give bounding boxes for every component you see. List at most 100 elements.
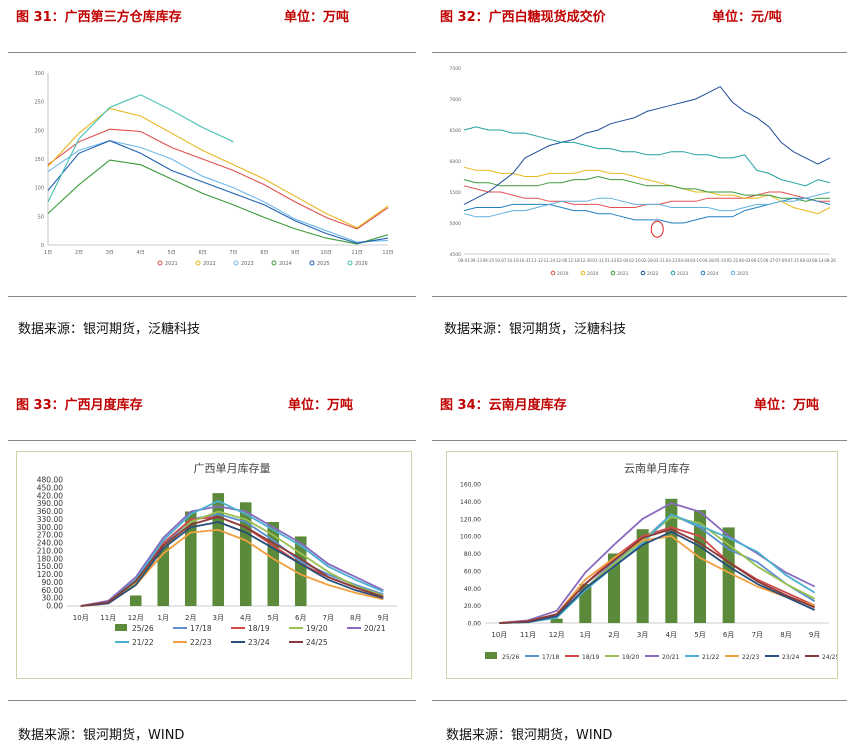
y-tick-label: 240.00 xyxy=(37,539,63,548)
x-tick-label: 12日 xyxy=(382,250,393,256)
x-tick-label: 5月 xyxy=(694,631,705,639)
legend-label-2022: 2022 xyxy=(203,261,216,267)
x-tick-label: 7日 xyxy=(229,250,237,256)
x-tick-label: 10月 xyxy=(491,631,507,639)
legend-label-19/20: 19/20 xyxy=(622,654,639,661)
y-tick-label: 100 xyxy=(34,186,44,192)
y-tick-label: 180.00 xyxy=(37,554,63,563)
y-tick-label: 300 xyxy=(34,71,44,77)
y-tick-label: 420.00 xyxy=(37,491,63,500)
bar-25/26 xyxy=(129,595,142,606)
x-tick-label: 05-22 xyxy=(727,258,739,263)
x-tick-label: 5月 xyxy=(268,614,279,622)
x-tick-label: 05-10 xyxy=(714,258,726,263)
bar-25/26 xyxy=(184,511,197,606)
legend-label-24/25: 24/25 xyxy=(822,654,837,661)
series-line-17/18 xyxy=(499,513,816,624)
source-note: 数据来源：银河期货，WIND xyxy=(18,728,185,743)
x-tick-label: 03-11 xyxy=(653,258,665,263)
legend-label-17/18: 17/18 xyxy=(190,624,212,633)
bar-25/26 xyxy=(294,536,307,606)
legend-label-2024: 2024 xyxy=(707,271,719,277)
figure-title: 图 31：广西第三方仓库库存 xyxy=(16,10,182,25)
x-tick-label: 11-12 xyxy=(531,258,543,263)
legend-label-2019: 2019 xyxy=(557,271,569,277)
legend-label-2021: 2021 xyxy=(165,261,178,267)
x-tick-label: 08-14 xyxy=(812,258,824,263)
x-tick-label: 11日 xyxy=(351,250,362,256)
series-line-18/19 xyxy=(499,526,816,624)
x-tick-label: 3月 xyxy=(213,614,224,622)
x-tick-label: 3日 xyxy=(106,250,114,256)
x-tick-label: 06-27 xyxy=(763,258,775,263)
x-tick-label: 1月 xyxy=(580,631,591,639)
x-tick-label: 01-23 xyxy=(605,258,617,263)
bar-25/26 xyxy=(212,493,225,606)
x-tick-label: 4月 xyxy=(666,631,677,639)
bar-25/26 xyxy=(550,618,563,623)
y-tick-label: 4500 xyxy=(450,252,462,258)
unit-label: 单位：元/吨 xyxy=(712,10,782,25)
x-tick-label: 06-15 xyxy=(751,258,763,263)
x-tick-label: 10-19 xyxy=(507,258,519,263)
x-tick-label: 11月 xyxy=(520,631,536,639)
x-tick-label: 02-04 xyxy=(617,258,629,263)
x-tick-label: 06-03 xyxy=(739,258,751,263)
y-tick-label: 150 xyxy=(34,157,44,163)
chart-guangxi-spot-price: 4500 5000 5500 6000 6500 7000 7500 09-01 09-13 09… xyxy=(450,66,837,277)
y-tick-label: 120.00 xyxy=(37,570,63,579)
x-tick-label: 03-23 xyxy=(666,258,678,263)
series-line-20/21 xyxy=(80,505,384,607)
chart-yunnan-monthly: 云南单月库存 0.00 20.00 40.00 60.00 80.00 100.00 120.… xyxy=(460,461,837,661)
figure-title: 图 34：云南月度库存 xyxy=(440,398,567,413)
series-line-21/22 xyxy=(499,513,816,624)
y-tick-label: 80.00 xyxy=(464,551,481,558)
y-tick-label: 30.00 xyxy=(42,594,64,603)
x-tick-label: 8月 xyxy=(350,614,361,622)
legend-label-22/23: 22/23 xyxy=(742,654,759,661)
source-note: 数据来源：银河期货，泛糖科技 xyxy=(444,322,627,337)
legend-label-20/21: 20/21 xyxy=(662,654,679,661)
series-line-24/25 xyxy=(80,515,384,607)
series-line-2021 xyxy=(463,175,830,202)
y-tick-label: 5500 xyxy=(450,190,462,196)
y-tick-label: 6000 xyxy=(450,159,462,165)
legend-swatch-2022 xyxy=(195,260,201,266)
legend-swatch-2024 xyxy=(271,260,277,266)
series-line-22/23 xyxy=(499,535,815,624)
series-line-20/21 xyxy=(499,502,816,624)
x-tick-label: 9月 xyxy=(378,614,389,622)
y-tick-label: 210.00 xyxy=(37,546,63,555)
legend-swatch-2023 xyxy=(670,270,676,276)
x-tick-label: 12月 xyxy=(549,631,565,639)
x-tick-label: 12月 xyxy=(128,614,144,622)
y-tick-label: 6500 xyxy=(450,128,462,134)
y-tick-label: 0.00 xyxy=(46,602,63,611)
legend-swatch-2023 xyxy=(233,260,239,266)
legend-label-25/26: 25/26 xyxy=(502,654,519,661)
x-tick-label: 04-28 xyxy=(702,258,714,263)
bar-25/26 xyxy=(607,553,621,623)
x-tick-label: 10日 xyxy=(320,250,331,256)
panel-header: 图 34：云南月度库存 单位：万吨 xyxy=(432,388,847,418)
chart-frame: 云南单月库存 0.00 20.00 40.00 60.00 80.00 100.00 120.… xyxy=(446,451,838,679)
legend-label-17/18: 17/18 xyxy=(542,654,559,661)
legend-label-22/23: 22/23 xyxy=(190,638,212,647)
top-rule xyxy=(8,52,416,53)
x-tick-label: 9日 xyxy=(291,250,299,256)
legend-swatch-2025 xyxy=(309,260,315,266)
y-tick-label: 330.00 xyxy=(37,515,63,524)
y-tick-label: 0.00 xyxy=(468,621,482,628)
x-tick-label: 04-16 xyxy=(690,258,702,263)
x-tick-label: 02-16 xyxy=(629,258,641,263)
legend-label-24/25: 24/25 xyxy=(306,638,328,647)
legend-label-23/24: 23/24 xyxy=(782,654,799,661)
y-tick-label: 7000 xyxy=(450,97,462,103)
x-tick-label: 4月 xyxy=(240,614,251,622)
legend-swatch-2021 xyxy=(157,260,163,266)
x-tick-label: 7月 xyxy=(752,631,763,639)
chart-frame: 广西单月库存量 0.00 30.00 60.00 90.00 120.00 150.00 18… xyxy=(16,451,412,679)
legend-label-18/19: 18/19 xyxy=(582,654,599,661)
y-tick-label: 0 xyxy=(41,243,44,249)
source-note: 数据来源：银河期货，WIND xyxy=(446,728,613,743)
